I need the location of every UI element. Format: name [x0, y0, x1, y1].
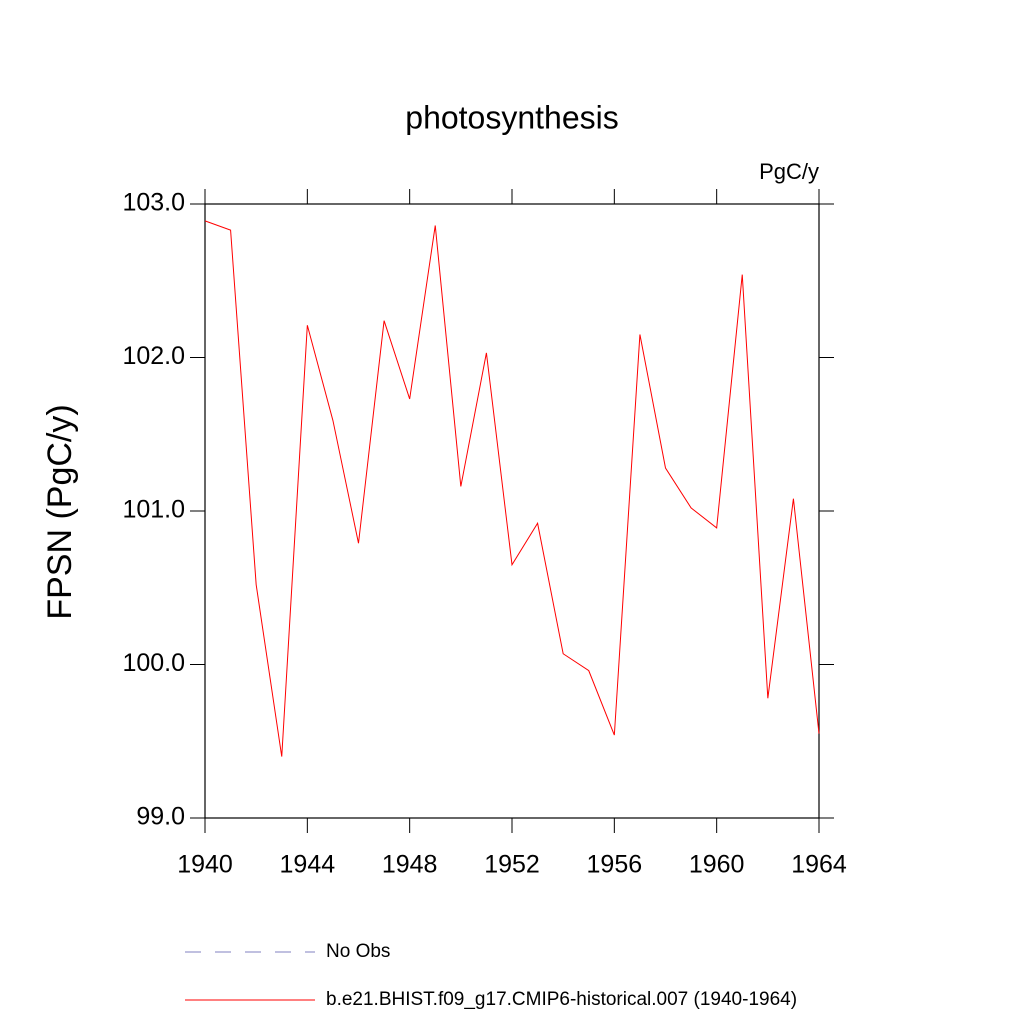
x-tick-label: 1944	[280, 851, 336, 879]
x-tick-label: 1952	[484, 851, 540, 879]
x-tick-label: 1948	[382, 851, 438, 879]
x-tick-label: 1964	[791, 851, 847, 879]
y-tick-label: 102.0	[122, 342, 185, 370]
x-tick-label: 1940	[177, 851, 233, 879]
legend-label: b.e21.BHIST.f09_g17.CMIP6-historical.007…	[326, 989, 797, 1010]
plot-frame	[204, 203, 820, 819]
x-tick-label: 1956	[587, 851, 643, 879]
y-axis-label: FPSN (PgC/y)	[41, 404, 79, 619]
y-tick-label: 101.0	[122, 496, 185, 524]
units-label: PgC/y	[759, 159, 819, 184]
y-tick-label: 103.0	[122, 189, 185, 217]
y-tick-label: 99.0	[136, 803, 185, 831]
chart-title: photosynthesis	[405, 99, 618, 135]
x-tick-label: 1960	[689, 851, 745, 879]
y-tick-label: 100.0	[122, 649, 185, 677]
data-line	[204, 220, 820, 757]
legend-label: No Obs	[326, 941, 390, 962]
